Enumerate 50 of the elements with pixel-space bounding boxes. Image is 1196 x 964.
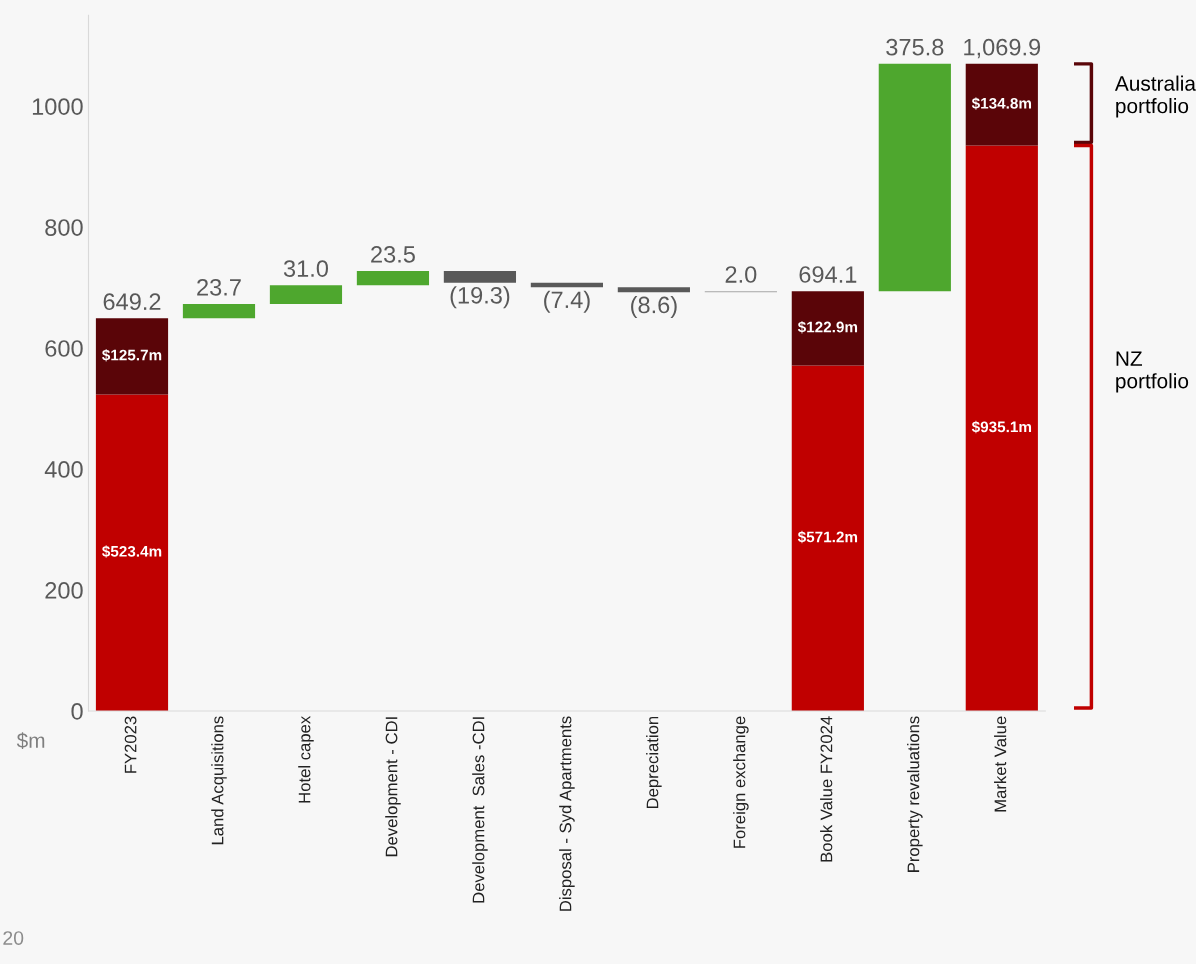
x-tick-label: Book Value FY2024	[820, 716, 833, 862]
y-tick-label: 0	[71, 703, 83, 720]
bar	[356, 271, 430, 286]
bar	[617, 287, 690, 293]
y-tick-label: 200	[45, 582, 83, 599]
text: 20	[3, 931, 24, 945]
data-label: $935.1m	[971, 420, 1032, 434]
bar	[95, 318, 169, 395]
bar	[965, 145, 1038, 711]
data-label: 23.5	[371, 246, 415, 263]
x-tick-label: Depreciation	[646, 716, 662, 809]
data-label: (7.4)	[544, 290, 590, 313]
y-tick-label: 1000	[32, 98, 83, 115]
data-label: $134.8m	[971, 97, 1032, 110]
data-label: (8.6)	[631, 295, 677, 318]
text: NZ portfolio	[1116, 351, 1189, 393]
y-axis-title: $m	[16, 732, 45, 750]
bar	[182, 303, 256, 319]
bar	[269, 285, 343, 304]
bar	[791, 365, 864, 711]
x-tick-label: Market Value	[994, 716, 1007, 812]
x-tick-label: FY2023	[124, 716, 137, 773]
data-label: 31.0	[283, 260, 329, 277]
total-label: 694.1	[799, 266, 857, 283]
x-tick-label: Property revaluations	[907, 716, 923, 872]
bar	[95, 394, 169, 711]
x-tick-label: Development - CDI	[385, 717, 401, 857]
data-label: $122.9m	[797, 320, 858, 334]
data-label: $125.7m	[102, 348, 162, 362]
bar	[965, 63, 1038, 146]
y-tick-label: 600	[45, 340, 83, 357]
data-label: (19.3)	[450, 286, 510, 309]
x-tick-label: Foreign exchange	[733, 716, 749, 848]
data-label: 2.0	[725, 266, 757, 283]
bar	[878, 63, 951, 292]
y-tick-label: 400	[44, 461, 83, 478]
data-label: $571.2m	[797, 530, 858, 544]
total-label: 649.2	[103, 293, 161, 311]
x-tick-label: Development Sales -CDI	[472, 717, 488, 903]
bar	[791, 291, 864, 366]
x-tick-label: Disposal - Syd Apartments	[559, 716, 575, 911]
total-label: 1,069.9	[964, 38, 1041, 59]
y-tick-label: 800	[45, 219, 83, 236]
data-label: $523.4m	[102, 545, 162, 558]
bar	[443, 271, 517, 283]
x-tick-label: Land Acquisitions	[211, 716, 227, 845]
x-tick-label: Hotel capex	[298, 715, 314, 803]
data-label: 23.7	[197, 278, 241, 296]
data-label: 375.8	[886, 38, 944, 56]
text: Australia portfolio	[1114, 75, 1196, 118]
